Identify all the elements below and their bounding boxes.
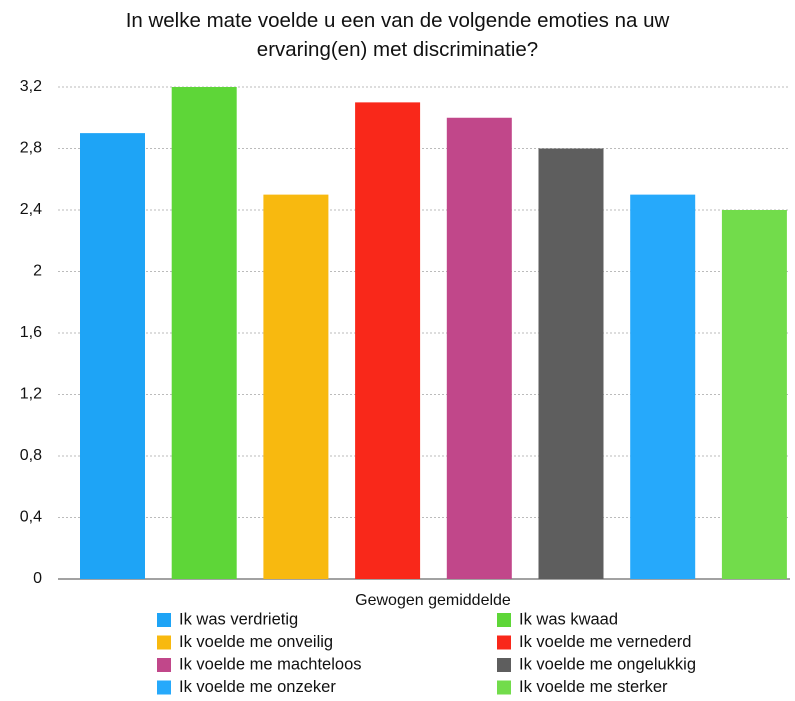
bar [630, 194, 696, 579]
y-tick-label: 0,4 [20, 509, 42, 526]
bar [263, 194, 329, 579]
legend-swatch [157, 680, 171, 695]
legend-swatch [157, 635, 171, 650]
legend-label: Ik voelde me onveilig [179, 633, 333, 651]
x-tick-label: Gewogen gemiddelde [355, 592, 511, 609]
y-tick-label: 1,6 [20, 324, 42, 341]
bar [171, 87, 237, 579]
legend-swatch [497, 613, 511, 627]
y-tick-label: 2,4 [20, 201, 42, 218]
legend-label: Ik was kwaad [519, 610, 618, 628]
legend-swatch [497, 658, 511, 672]
y-tick-label: 3,2 [20, 78, 42, 95]
chart-title: In welke mate voelde u een van de volgen… [125, 9, 670, 61]
legend-label: Ik voelde me machteloos [179, 655, 362, 673]
y-tick-label: 2 [33, 263, 42, 280]
legend-label: Ik voelde me sterker [519, 678, 668, 696]
y-tick-label: 1,2 [20, 386, 42, 403]
legend-swatch [497, 635, 511, 650]
y-tick-label: 0,8 [20, 447, 42, 464]
bar [80, 133, 145, 579]
legend-label: Ik voelde me ongelukkig [519, 655, 696, 673]
y-tick-label: 0 [33, 570, 42, 587]
legend-label: Ik was verdrietig [179, 610, 298, 628]
legend-swatch [157, 613, 171, 627]
bar [355, 102, 421, 579]
bar [538, 148, 604, 579]
legend-label: Ik voelde me vernederd [519, 633, 691, 651]
bar [721, 210, 787, 579]
bar [446, 117, 512, 579]
legend-label: Ik voelde me onzeker [179, 678, 336, 696]
y-tick-label: 2,8 [20, 140, 42, 157]
legend-swatch [497, 680, 511, 695]
legend-swatch [157, 658, 171, 672]
